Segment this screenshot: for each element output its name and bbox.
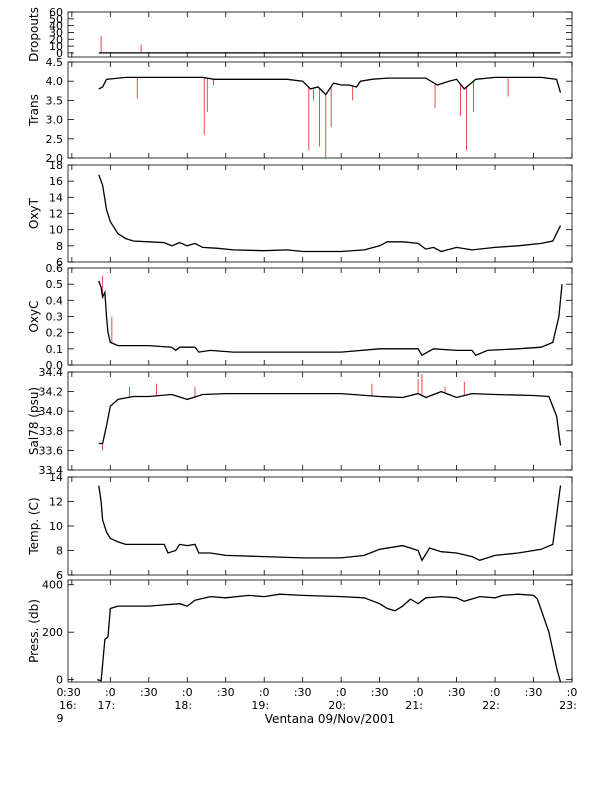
y-tick-label: 4.5 xyxy=(46,56,64,69)
y-tick-label: 0.5 xyxy=(46,278,64,291)
x-tick-label-hour: 16: xyxy=(59,699,77,712)
x-tick-label-hour: 17: xyxy=(97,699,115,712)
panel-frame xyxy=(67,61,573,159)
x-tick-label: :0 xyxy=(336,686,347,699)
x-tick-label: :30 xyxy=(140,686,158,699)
y-tick-label: 6 xyxy=(56,256,63,269)
panel-5: 6 8 10 12 14 Temp. (C) xyxy=(27,471,573,582)
y-tick-label: 10 xyxy=(49,520,63,533)
y-tick-label: 14 xyxy=(49,191,63,204)
y-tick-label: 2.5 xyxy=(46,133,64,146)
y-tick-label: 0.4 xyxy=(46,294,64,307)
panel-frame xyxy=(67,476,573,576)
y-tick-label: 3.0 xyxy=(46,114,64,127)
y-tick-label: 3.5 xyxy=(46,94,64,107)
y-tick-label: 60 xyxy=(49,6,63,19)
y-tick-label: 34.2 xyxy=(39,386,64,399)
y-axis-label: Dropouts xyxy=(27,7,41,62)
x-axis: 09:3016::017::30:018::30:019::30:020::30… xyxy=(57,686,578,726)
y-tick-label: 10 xyxy=(49,40,63,53)
series-line xyxy=(98,76,562,96)
series-line xyxy=(98,390,562,446)
x-tick-label: :30 xyxy=(217,686,235,699)
y-tick-label: 0.3 xyxy=(46,311,64,324)
x-tick-label: :0 xyxy=(105,686,116,699)
panel-frame xyxy=(67,371,573,471)
y-tick-label: 8 xyxy=(56,545,63,558)
y-axis-label: Trans xyxy=(27,94,41,127)
y-axis-label: Temp. (C) xyxy=(27,497,41,555)
x-tick-label: :0 xyxy=(413,686,424,699)
y-axis-label: OxyC xyxy=(27,300,41,332)
x-tick-label: :0 xyxy=(490,686,501,699)
series-line xyxy=(98,174,562,253)
x-tick-label: :30 xyxy=(294,686,312,699)
y-tick-label: 18 xyxy=(49,159,63,172)
y-tick-label: 6 xyxy=(56,569,63,582)
y-tick-label: 2.0 xyxy=(46,152,64,165)
y-tick-label: 30 xyxy=(49,26,63,39)
series-line xyxy=(98,485,562,562)
x-tick-label-hour: 23: xyxy=(559,699,577,712)
panel-1: 2.0 2.5 3.0 3.5 4.0 4.5 Trans xyxy=(27,56,573,165)
x-tick-label-prefix: 0 xyxy=(57,686,64,699)
x-tick-label-hour: 18: xyxy=(174,699,192,712)
x-tick-label: :0 xyxy=(259,686,270,699)
y-tick-label: 16 xyxy=(49,175,63,188)
x-tick-label-hour: 19: xyxy=(251,699,269,712)
y-tick-label: 40 xyxy=(49,20,63,33)
x-tick-label-prefix-date: 9 xyxy=(57,712,64,725)
x-tick-label-hour: 22: xyxy=(482,699,500,712)
panel-frame xyxy=(67,11,573,58)
y-tick-label: 200 xyxy=(42,626,63,639)
x-tick-label: :0 xyxy=(567,686,578,699)
x-tick-label-hour: 21: xyxy=(405,699,423,712)
x-tick-label: :0 xyxy=(182,686,193,699)
y-tick-label: 0.1 xyxy=(46,343,64,356)
x-tick-label: :30 xyxy=(63,686,81,699)
y-tick-label: 10 xyxy=(49,224,63,237)
y-tick-label: 4.0 xyxy=(46,75,64,88)
y-tick-label: 0.6 xyxy=(46,262,64,275)
x-tick-label: :30 xyxy=(371,686,389,699)
y-tick-label: 0.0 xyxy=(46,359,64,372)
y-tick-label: 33.6 xyxy=(39,444,64,457)
x-tick-label: :30 xyxy=(448,686,466,699)
y-tick-label: 0 xyxy=(56,674,63,687)
y-tick-label: 8 xyxy=(56,240,63,253)
y-tick-label: 0.2 xyxy=(46,327,64,340)
y-axis-label: OxyT xyxy=(27,197,41,229)
x-axis-label: Ventana 09/Nov/2001 xyxy=(265,712,395,726)
y-tick-label: 12 xyxy=(49,496,63,509)
y-tick-label: 34.4 xyxy=(39,366,64,379)
y-tick-label: 33.4 xyxy=(39,464,64,477)
y-tick-label: 14 xyxy=(49,471,63,484)
panel-3: 0.0 0.1 0.2 0.3 0.4 0.5 0.6 OxyC xyxy=(27,262,573,372)
y-tick-label: 0 xyxy=(56,47,63,60)
y-tick-label: 34.0 xyxy=(39,405,64,418)
series-line xyxy=(98,280,563,357)
y-tick-label: 12 xyxy=(49,208,63,221)
y-tick-label: 50 xyxy=(49,13,63,26)
panel-2: 6 8 10 12 14 16 18 OxyT xyxy=(27,159,573,269)
y-axis-label: Press. (db) xyxy=(27,599,41,663)
x-tick-label: :30 xyxy=(525,686,543,699)
y-tick-label: 33.8 xyxy=(39,425,64,438)
x-tick-label-hour: 20: xyxy=(328,699,346,712)
y-tick-label: 20 xyxy=(49,33,63,46)
panel-frame xyxy=(67,579,573,683)
y-tick-label: 400 xyxy=(42,579,63,592)
panel-4: 33.4 33.6 33.8 34.0 34.2 34.4 Sal78 (psu) xyxy=(27,366,573,477)
series-line xyxy=(97,593,562,682)
y-axis-label: Sal78 (psu) xyxy=(27,387,41,455)
